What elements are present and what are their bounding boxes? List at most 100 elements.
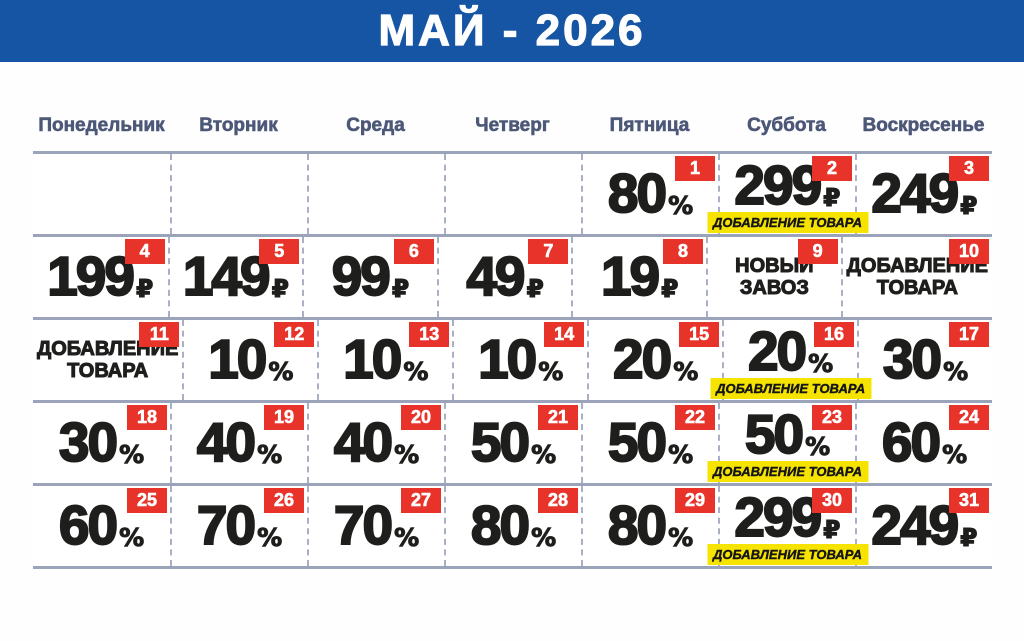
day-cell-9: 9 НОВЫЙ ЗАВОЗ (706, 237, 841, 317)
day-number-badge: 25 (127, 488, 167, 513)
day-number-badge: 27 (401, 488, 441, 513)
day-offer-value: 249 ₽ (857, 486, 992, 566)
day-cell-16: 16 20% ДОБАВЛЕНИЕ ТОВАРА (710, 320, 872, 400)
day-cell-10: 10 ДОБАВЛЕНИЕ ТОВАРА (840, 237, 992, 317)
week-row: 11 ДОБАВЛЕНИЕ ТОВАРА 12 10% 13 10% 14 10% 15 20% 1… (33, 317, 992, 400)
day-number-badge: 19 (264, 405, 304, 430)
week-row: 4 199 ₽5 149 ₽6 99 ₽7 49 ₽8 19 ₽9 НОВЫЙ ЗАВОЗ 10 ДОБА… (33, 234, 992, 317)
day-number-badge: 24 (949, 405, 989, 430)
offer-number: 50 (744, 403, 805, 466)
day-number-badge: 28 (538, 488, 578, 513)
ruble-symbol: ₽ (391, 273, 410, 303)
day-offer-label: НОВЫЙ ЗАВОЗ (735, 255, 814, 300)
value-row: 299 ₽ (733, 154, 841, 217)
day-cell-30: 30 299 ₽ ДОБАВЛЕНИЕ ТОВАРА (706, 486, 869, 566)
value-row: 80% (470, 497, 557, 553)
title-bar: МАЙ - 2026 (0, 0, 1024, 62)
day-cell-1: 1 80% (581, 154, 718, 234)
day-cell-25: 25 60% (33, 486, 170, 566)
day-number-badge: 30 (812, 488, 852, 513)
percent-symbol: % (268, 356, 294, 386)
value-row: 50% (744, 403, 831, 466)
percent-symbol: % (668, 190, 694, 220)
offer-number: 299 (733, 154, 823, 217)
product-addition-tag: ДОБАВЛЕНИЕ ТОВАРА (706, 461, 869, 482)
day-number-badge: 7 (528, 239, 569, 264)
offer-number: 20 (612, 328, 673, 391)
day-cell-18: 18 30% (33, 403, 170, 483)
day-offer-value: 20% (589, 320, 722, 400)
day-cell-19: 19 40% (170, 403, 307, 483)
day-offer-value: 30% (33, 403, 170, 483)
offer-number: 49 (465, 245, 526, 308)
percent-symbol: % (531, 522, 557, 552)
weekday-tuesday: Вторник (199, 115, 278, 137)
percent-symbol: % (119, 439, 145, 469)
offer-number: 10 (342, 328, 403, 391)
day-number-badge: 5 (259, 239, 300, 264)
percent-symbol: % (942, 439, 968, 469)
day-number-badge: 1 (675, 156, 715, 181)
value-row: 60% (881, 414, 968, 470)
calendar-grid: 1 80% 2 299 ₽ ДОБАВЛЕНИЕ ТОВАРА 3 249 ₽4 199 ₽5 149… (33, 151, 992, 569)
day-offer-value: 199 ₽ (33, 237, 168, 317)
offer-number: 50 (607, 411, 668, 474)
product-addition-tag: ДОБАВЛЕНИЕ ТОВАРА (706, 544, 869, 565)
offer-number: 299 (733, 486, 823, 549)
day-offer-value: 80% (583, 154, 718, 234)
day-offer-value: 99 ₽ (304, 237, 437, 317)
week-row: 25 60% 26 70% 27 70% 28 80% 29 80% 30 299 ₽ ДОБАВЛЕНИ… (33, 483, 992, 566)
day-cell-21: 21 50% (444, 403, 581, 483)
product-addition-tag: ДОБАВЛЕНИЕ ТОВАРА (710, 378, 872, 399)
ruble-symbol: ₽ (823, 182, 841, 212)
ruble-symbol: ₽ (271, 273, 289, 303)
day-number-badge: 20 (401, 405, 441, 430)
week-row: 1 80% 2 299 ₽ ДОБАВЛЕНИЕ ТОВАРА 3 249 ₽ (33, 151, 992, 234)
day-cell-11: 11 ДОБАВЛЕНИЕ ТОВАРА (33, 320, 183, 400)
value-row: 249 ₽ (870, 162, 978, 225)
value-row: 10% (477, 331, 564, 387)
day-offer-value: 70% (172, 486, 307, 566)
percent-symbol: % (538, 356, 564, 386)
ruble-symbol: ₽ (661, 273, 679, 303)
offer-number: 199 (46, 245, 136, 308)
offer-number: 50 (470, 411, 531, 474)
percent-symbol: % (943, 356, 969, 386)
value-row: 60% (58, 497, 145, 553)
ruble-symbol: ₽ (960, 522, 978, 552)
day-number-badge: 29 (675, 488, 715, 513)
day-offer-value: 50% (446, 403, 581, 483)
value-row: 40% (196, 414, 283, 470)
day-number-badge: 31 (949, 488, 989, 513)
day-cell-5: 5 149 ₽ (167, 237, 303, 317)
day-cell-23: 23 50% ДОБАВЛЕНИЕ ТОВАРА (706, 403, 869, 483)
day-cell-3: 3 249 ₽ (855, 154, 992, 234)
day-cell-empty (307, 154, 444, 234)
day-number-badge: 12 (274, 322, 315, 347)
day-number-badge: 22 (675, 405, 715, 430)
percent-symbol: % (119, 522, 145, 552)
value-row: 10% (342, 328, 429, 391)
percent-symbol: % (394, 522, 420, 552)
day-number-badge: 6 (393, 239, 434, 264)
day-cell-29: 29 80% (581, 486, 718, 566)
value-row: 49 ₽ (465, 245, 544, 308)
weekday-monday: Понедельник (38, 115, 165, 137)
day-number-badge: 8 (663, 239, 704, 264)
day-cell-14: 14 10% (452, 320, 588, 400)
day-offer-value: 80% (446, 486, 581, 566)
offer-number: 249 (870, 162, 960, 225)
day-cell-24: 24 60% (855, 403, 992, 483)
value-row: 30% (58, 414, 145, 470)
day-offer-value: 70% (309, 486, 444, 566)
weekday-friday: Пятница (609, 115, 690, 137)
day-offer-value: 19 ₽ (573, 237, 706, 317)
day-number-badge: 17 (948, 322, 989, 347)
day-number-badge: 26 (264, 488, 304, 513)
value-row: 30% (882, 331, 969, 387)
day-cell-empty (170, 154, 307, 234)
value-row: 99 ₽ (331, 248, 410, 304)
value-row: 199 ₽ (46, 245, 154, 308)
day-cell-17: 17 30% (857, 320, 992, 400)
